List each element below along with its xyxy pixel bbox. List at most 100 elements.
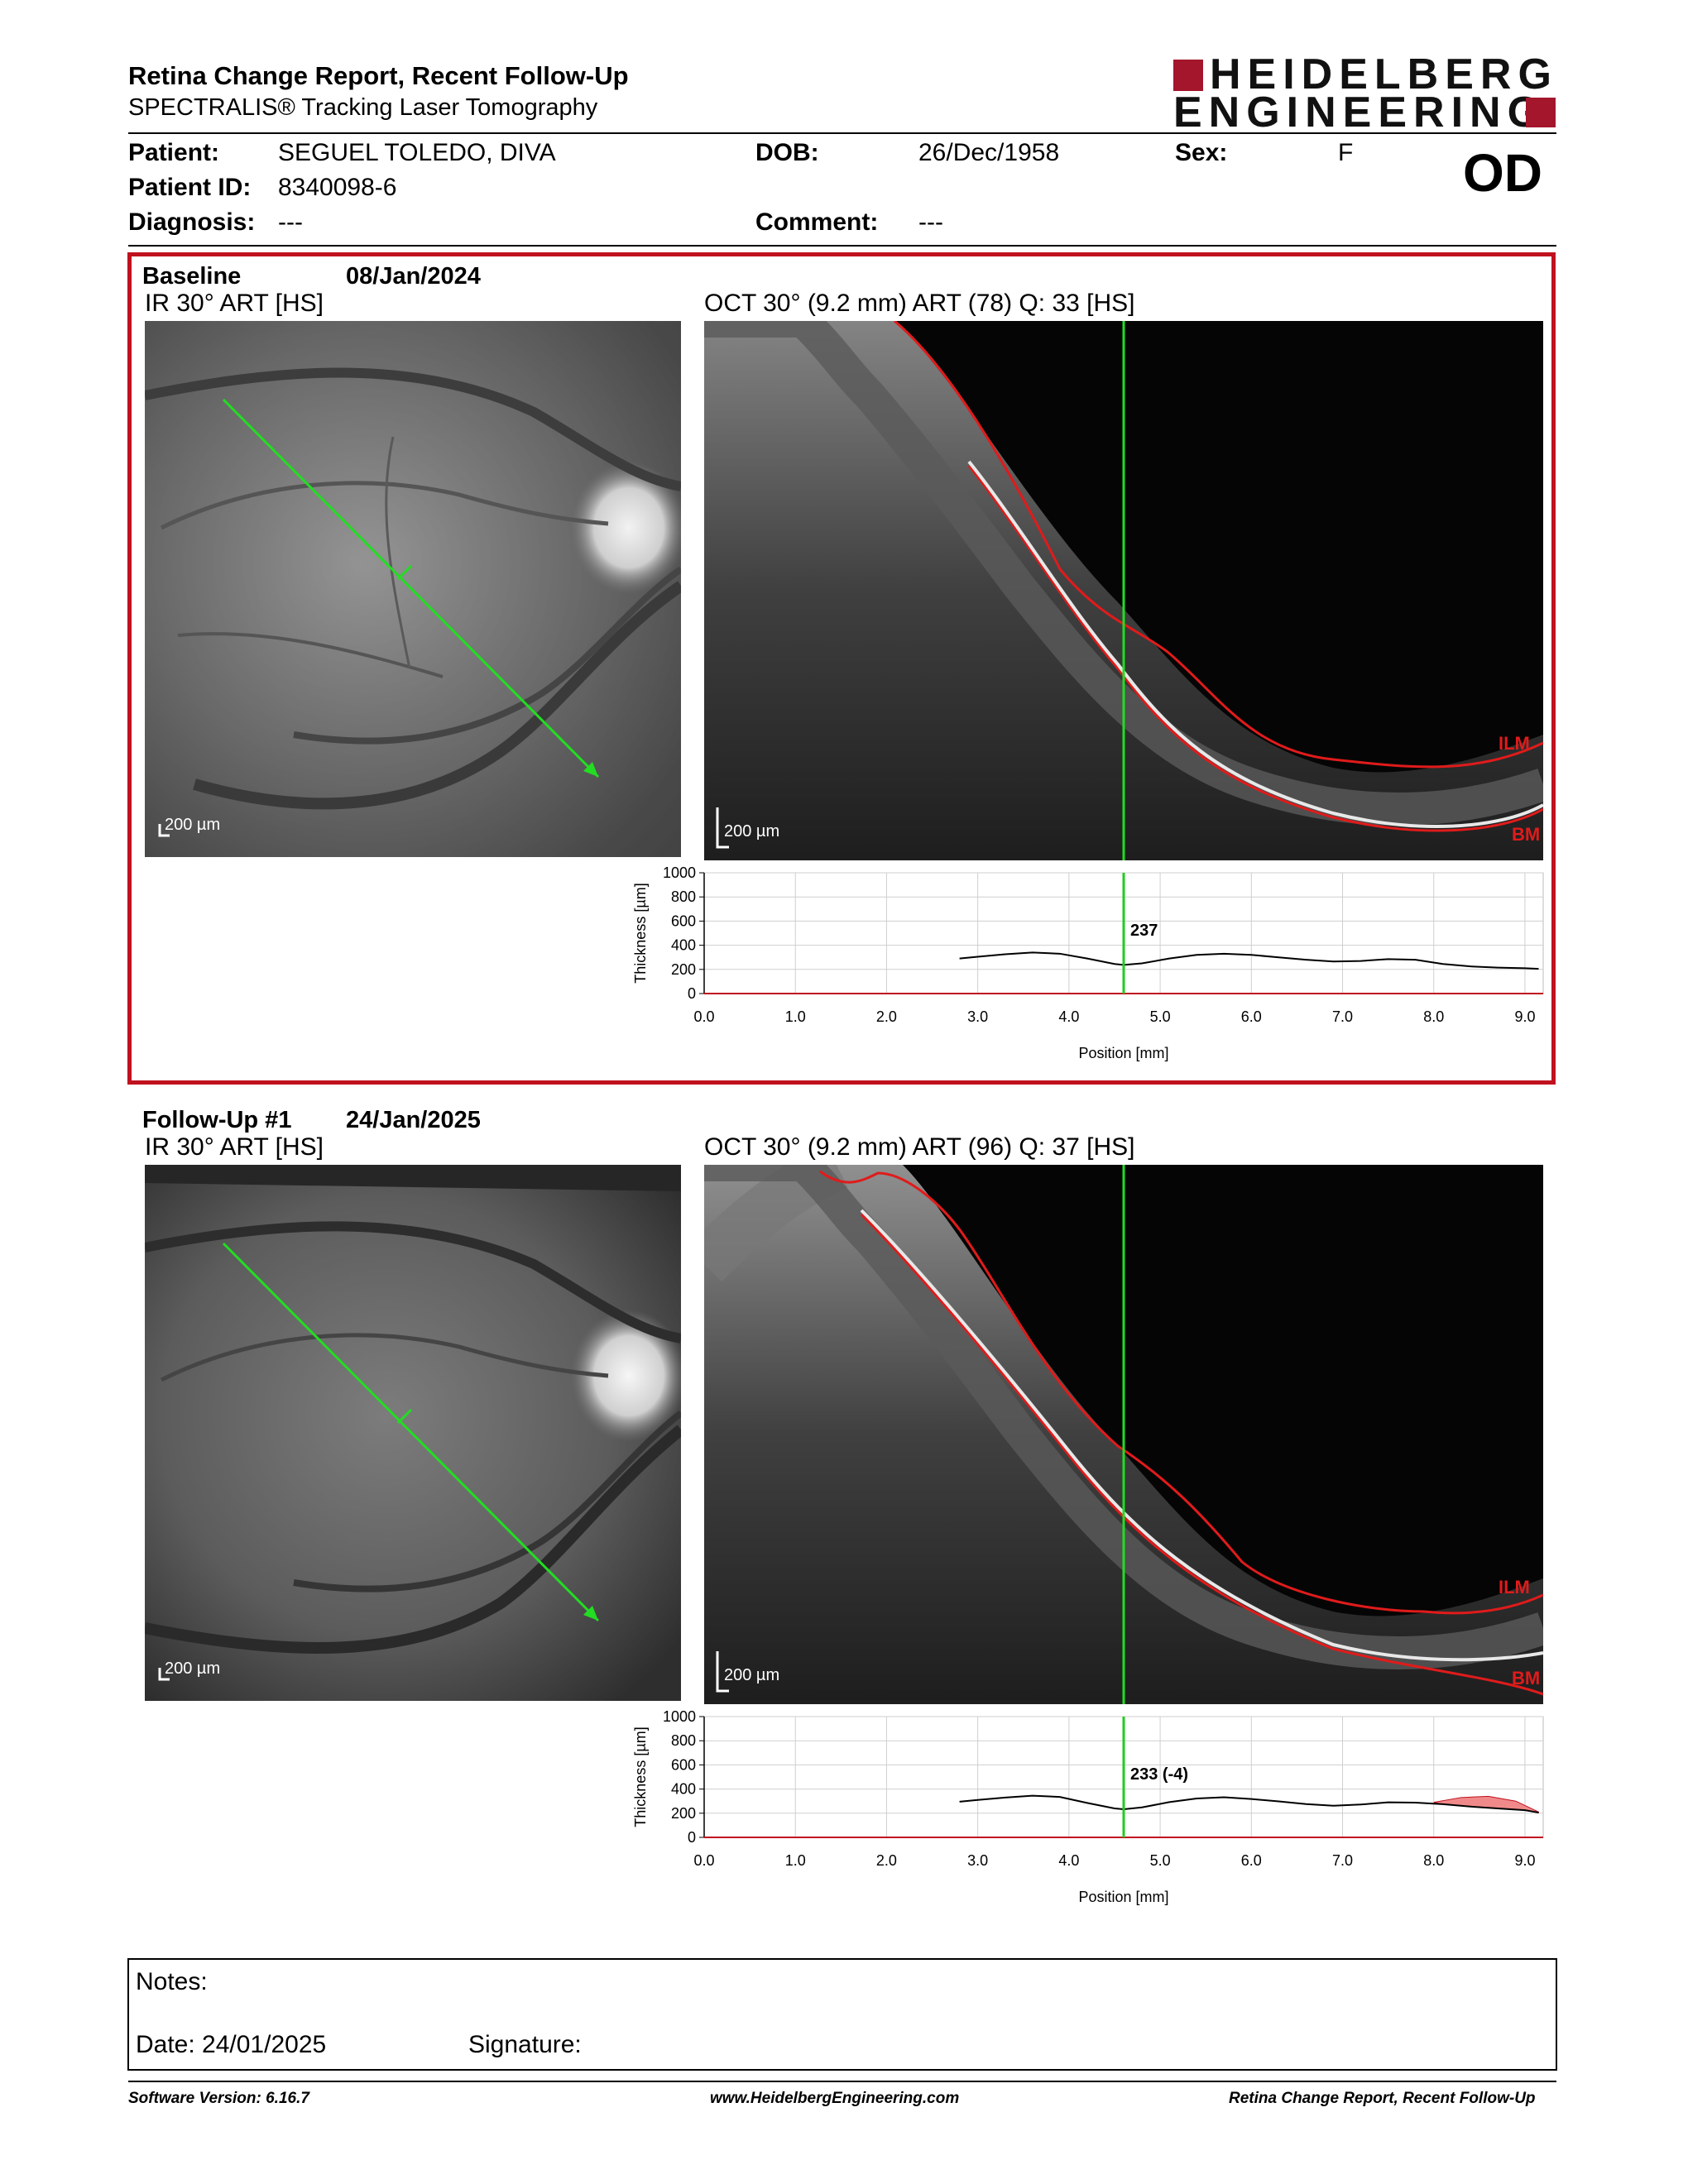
followup-date: 24/Jan/2025 <box>346 1107 481 1133</box>
baseline-ilm-label: ILM <box>1499 733 1530 754</box>
dob-value: 26/Dec/1958 <box>918 139 1060 166</box>
comment-value: --- <box>918 208 943 236</box>
baseline-frame <box>127 252 1556 1085</box>
report-title: Retina Change Report, Recent Follow-Up <box>128 61 629 90</box>
patient-id-label: Patient ID: <box>128 174 252 201</box>
followup-oct-image: ILM BM 200 µm <box>704 1165 1543 1704</box>
followup-ir-svg <box>145 1165 681 1701</box>
cursor-thickness-value: 233 (-4) <box>1130 1765 1188 1784</box>
y-tick-label: 1000 <box>663 1708 696 1725</box>
x-tick-label: 9.0 <box>1514 1008 1535 1025</box>
thickness-line <box>959 951 1539 970</box>
x-tick-label: 1.0 <box>785 1852 806 1869</box>
x-tick-label: 7.0 <box>1332 1008 1353 1025</box>
x-tick-label: 0.0 <box>693 1852 714 1869</box>
logo-line2: ENGINEERING <box>1173 89 1548 136</box>
baseline-oct-image: ILM BM 200 µm <box>704 321 1543 860</box>
dob-label: DOB: <box>755 139 819 166</box>
footer-report: Retina Change Report, Recent Follow-Up <box>1229 2090 1536 2107</box>
y-tick-label: 1000 <box>663 864 696 881</box>
x-tick-label: 8.0 <box>1423 1008 1444 1025</box>
logo-line1: HEIDELBERG <box>1210 50 1558 98</box>
patient-label: Patient: <box>128 139 220 166</box>
baseline-ir-image: 200 µm <box>145 321 681 857</box>
followup-ir-image: 200 µm <box>145 1165 681 1701</box>
header-rule-top <box>128 132 1556 134</box>
baseline-ir-scale: 200 µm <box>165 816 221 834</box>
followup-ir-label: IR 30° ART [HS] <box>145 1133 324 1161</box>
y-axis-label: Thickness [µm] <box>632 1727 649 1827</box>
y-tick-label: 400 <box>671 937 696 954</box>
x-tick-label: 5.0 <box>1150 1008 1171 1025</box>
patient-id-value: 8340098-6 <box>278 174 397 201</box>
y-axis-label: Thickness [µm] <box>632 883 649 983</box>
followup-scan-arrow-icon <box>583 1606 598 1621</box>
x-tick-label: 6.0 <box>1241 1008 1262 1025</box>
baseline-oct-label: OCT 30° (9.2 mm) ART (78) Q: 33 [HS] <box>704 290 1135 317</box>
y-tick-label: 200 <box>671 961 696 978</box>
x-tick-label: 8.0 <box>1423 1852 1444 1869</box>
x-tick-label: 1.0 <box>785 1008 806 1025</box>
baseline-oct-svg <box>704 321 1543 860</box>
x-tick-label: 5.0 <box>1150 1852 1171 1869</box>
baseline-scan-arrow-icon <box>583 762 598 777</box>
followup-scan-line <box>222 1242 600 1622</box>
diagnosis-label: Diagnosis: <box>128 208 256 236</box>
eye-indicator: OD <box>1463 143 1542 203</box>
baseline-bm-line <box>967 465 1543 832</box>
notes-date: Date: 24/01/2025 <box>136 2031 327 2058</box>
x-tick-label: 2.0 <box>876 1852 897 1869</box>
followup-oct-svg <box>704 1165 1543 1704</box>
followup-thickness-svg: 0.0 1.0 2.0 3.0 4.0 5.0 6.0 7.0 8.0 9.0 1000 800 600… <box>632 1708 1544 1905</box>
thickness-line <box>959 1794 1539 1814</box>
notes-box[interactable]: Notes: Date: 24/01/2025 Signature: <box>127 1958 1557 2071</box>
followup-bm-label: BM <box>1512 1668 1541 1688</box>
logo-block-right <box>1526 98 1556 127</box>
x-axis-label: Position [mm] <box>1078 1889 1168 1905</box>
baseline-ir-label: IR 30° ART [HS] <box>145 290 324 317</box>
baseline-date: 08/Jan/2024 <box>346 263 481 290</box>
baseline-ilm-line <box>894 321 1543 769</box>
x-tick-label: 3.0 <box>967 1852 988 1869</box>
diagnosis-value: --- <box>278 208 303 236</box>
x-tick-label: 6.0 <box>1241 1852 1262 1869</box>
followup-oct-scale: 200 µm <box>724 1666 780 1684</box>
baseline-scan-line <box>222 398 600 778</box>
cursor-thickness-value: 237 <box>1130 922 1158 940</box>
notes-label: Notes: <box>136 1968 208 1995</box>
patient-name: SEGUEL TOLEDO, DIVA <box>278 139 556 166</box>
footer-rule <box>128 2081 1556 2082</box>
comment-label: Comment: <box>755 208 879 236</box>
footer-software: Software Version: 6.16.7 <box>128 2090 309 2107</box>
x-axis-label: Position [mm] <box>1078 1045 1168 1061</box>
y-tick-label: 0 <box>688 1829 696 1846</box>
sex-label: Sex: <box>1175 139 1228 166</box>
followup-fovea-marker <box>396 1408 413 1425</box>
baseline-fovea-marker <box>396 564 413 581</box>
sex-value: F <box>1338 139 1354 166</box>
report-subtitle: SPECTRALIS® Tracking Laser Tomography <box>128 94 598 121</box>
y-tick-label: 200 <box>671 1805 696 1822</box>
followup-title: Follow-Up #1 <box>142 1107 292 1133</box>
followup-thickness-chart: 0.0 1.0 2.0 3.0 4.0 5.0 6.0 7.0 8.0 9.0 1000 800 600… <box>621 1708 1556 1915</box>
footer-website[interactable]: www.HeidelbergEngineering.com <box>710 2090 960 2107</box>
x-tick-label: 0.0 <box>693 1008 714 1025</box>
y-tick-label: 600 <box>671 1756 696 1773</box>
x-tick-label: 2.0 <box>876 1008 897 1025</box>
signature-label: Signature: <box>468 2031 582 2058</box>
followup-ir-scale: 200 µm <box>165 1660 221 1678</box>
y-tick-label: 0 <box>688 985 696 1002</box>
baseline-bm-label: BM <box>1512 824 1541 845</box>
x-tick-label: 3.0 <box>967 1008 988 1025</box>
x-tick-label: 4.0 <box>1058 1008 1079 1025</box>
baseline-title: Baseline <box>142 263 242 290</box>
x-tick-label: 9.0 <box>1514 1852 1535 1869</box>
baseline-ir-svg <box>145 321 681 857</box>
logo-block-left <box>1173 60 1203 91</box>
baseline-oct-scale: 200 µm <box>724 822 780 841</box>
y-tick-label: 800 <box>671 1732 696 1749</box>
header-rule-bottom <box>128 245 1556 247</box>
baseline-thickness-svg: 0.0 1.0 2.0 3.0 4.0 5.0 6.0 7.0 8.0 9.0 1000 800 600… <box>632 864 1544 1061</box>
followup-ilm-label: ILM <box>1499 1577 1530 1597</box>
y-tick-label: 600 <box>671 912 696 929</box>
